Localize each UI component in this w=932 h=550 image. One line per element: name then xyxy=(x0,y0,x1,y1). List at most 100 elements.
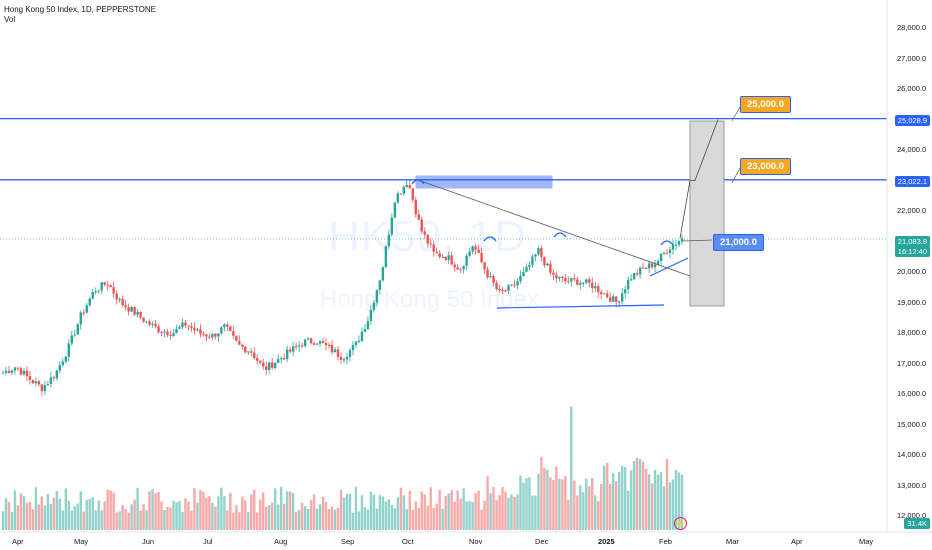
volume-bar xyxy=(638,459,642,530)
candle-body xyxy=(552,272,555,275)
volume-bar xyxy=(166,506,169,530)
volume-bar xyxy=(351,512,355,530)
candle-body xyxy=(447,255,450,260)
volume-bar xyxy=(381,496,385,530)
volume-bar xyxy=(154,493,157,530)
candle-body xyxy=(585,279,588,283)
volume-bar xyxy=(202,491,205,530)
volume-bar xyxy=(507,497,510,530)
price-axis-label: 28,000.0 xyxy=(897,23,927,32)
candle-body xyxy=(268,362,271,370)
volume-bar xyxy=(495,500,498,530)
volume-bar xyxy=(336,507,340,530)
volume-bar xyxy=(345,493,349,530)
candle-body xyxy=(546,263,549,266)
candle-body xyxy=(612,296,615,302)
candle-body xyxy=(336,349,340,357)
candle-body xyxy=(390,217,394,235)
volume-bar xyxy=(453,501,456,530)
candle-body xyxy=(306,338,310,340)
time-axis-label: Apr xyxy=(791,537,803,546)
candle-body xyxy=(378,280,382,290)
volume-bar xyxy=(100,510,103,530)
volume-bar xyxy=(561,479,564,530)
candle-body xyxy=(172,333,175,337)
volume-bar xyxy=(671,479,675,530)
descending-trendline xyxy=(417,179,691,277)
volume-bar xyxy=(516,494,519,530)
volume-bar xyxy=(46,494,50,530)
candle-body xyxy=(142,317,145,322)
candle-body xyxy=(620,293,624,302)
candle-body xyxy=(226,324,229,327)
callout-21000[interactable]: 21,000.0 xyxy=(713,234,764,251)
volume-bar xyxy=(238,512,241,530)
volume-bar xyxy=(148,491,151,530)
callout-25000[interactable]: 25,000.0 xyxy=(740,96,791,113)
candle-body xyxy=(303,339,307,346)
candle-body xyxy=(405,184,409,187)
candle-body xyxy=(190,326,193,328)
volume-bar xyxy=(519,475,522,530)
volume-bar xyxy=(357,511,361,530)
candle-body xyxy=(528,264,531,267)
volume-bar xyxy=(253,489,256,530)
volume-bar xyxy=(223,496,226,530)
candle-body xyxy=(345,357,349,360)
volume-bar xyxy=(121,504,124,530)
candle-body xyxy=(399,193,403,195)
candle-body xyxy=(606,293,609,298)
candle-body xyxy=(540,248,543,257)
volume-bar xyxy=(393,508,397,530)
candle-body xyxy=(10,370,14,373)
volume-bar xyxy=(265,506,268,530)
volume-bar xyxy=(109,490,112,530)
callout-23000[interactable]: 23,000.0 xyxy=(740,158,791,175)
candle-body xyxy=(88,298,91,306)
candle-body xyxy=(668,249,672,254)
candle-body xyxy=(49,377,53,385)
volume-bar xyxy=(49,504,53,530)
volume-bar xyxy=(205,497,208,530)
legend-title[interactable]: Hong Kong 50 Index, 1D, PEPPERSTONE xyxy=(4,5,156,14)
candle-body xyxy=(178,327,181,329)
time-axis-label: Nov xyxy=(469,537,483,546)
candle-body xyxy=(64,356,68,362)
volume-bar xyxy=(220,487,223,530)
candle-body xyxy=(393,202,397,218)
legend-volume[interactable]: Vol xyxy=(4,15,16,24)
time-axis-label: Mar xyxy=(726,537,739,546)
volume-bar xyxy=(414,501,417,530)
volume-bar xyxy=(172,500,175,530)
candle-body xyxy=(100,282,103,291)
volume-bar xyxy=(22,496,26,530)
time-axis-label: Jul xyxy=(203,537,213,546)
volume-bar xyxy=(435,503,438,530)
candle-body xyxy=(366,320,370,330)
time-axis-label: 2025 xyxy=(598,537,615,546)
volume-bar xyxy=(597,501,600,530)
candle-body xyxy=(61,361,65,366)
candle-body xyxy=(13,367,17,371)
candle-body xyxy=(279,358,283,360)
candle-body xyxy=(112,287,115,294)
volume-bar xyxy=(73,506,76,530)
candle-body xyxy=(273,362,277,368)
candle-body xyxy=(223,324,226,328)
volume-bar xyxy=(321,496,325,530)
volume-bar xyxy=(477,490,480,530)
volume-bar xyxy=(629,470,633,530)
volume-bar xyxy=(271,502,274,530)
candle-body xyxy=(384,246,388,267)
candle-body xyxy=(262,362,265,367)
volume-bar xyxy=(169,507,172,530)
volume-bar xyxy=(67,500,71,530)
volume-bar xyxy=(25,502,29,530)
candle-body xyxy=(531,256,534,265)
lightning-icon[interactable]: ⚡ xyxy=(674,517,687,530)
volume-bar xyxy=(585,478,588,530)
time-axis-label: Apr xyxy=(12,537,24,546)
callout-pointer xyxy=(731,106,741,122)
volume-bar xyxy=(330,506,334,530)
